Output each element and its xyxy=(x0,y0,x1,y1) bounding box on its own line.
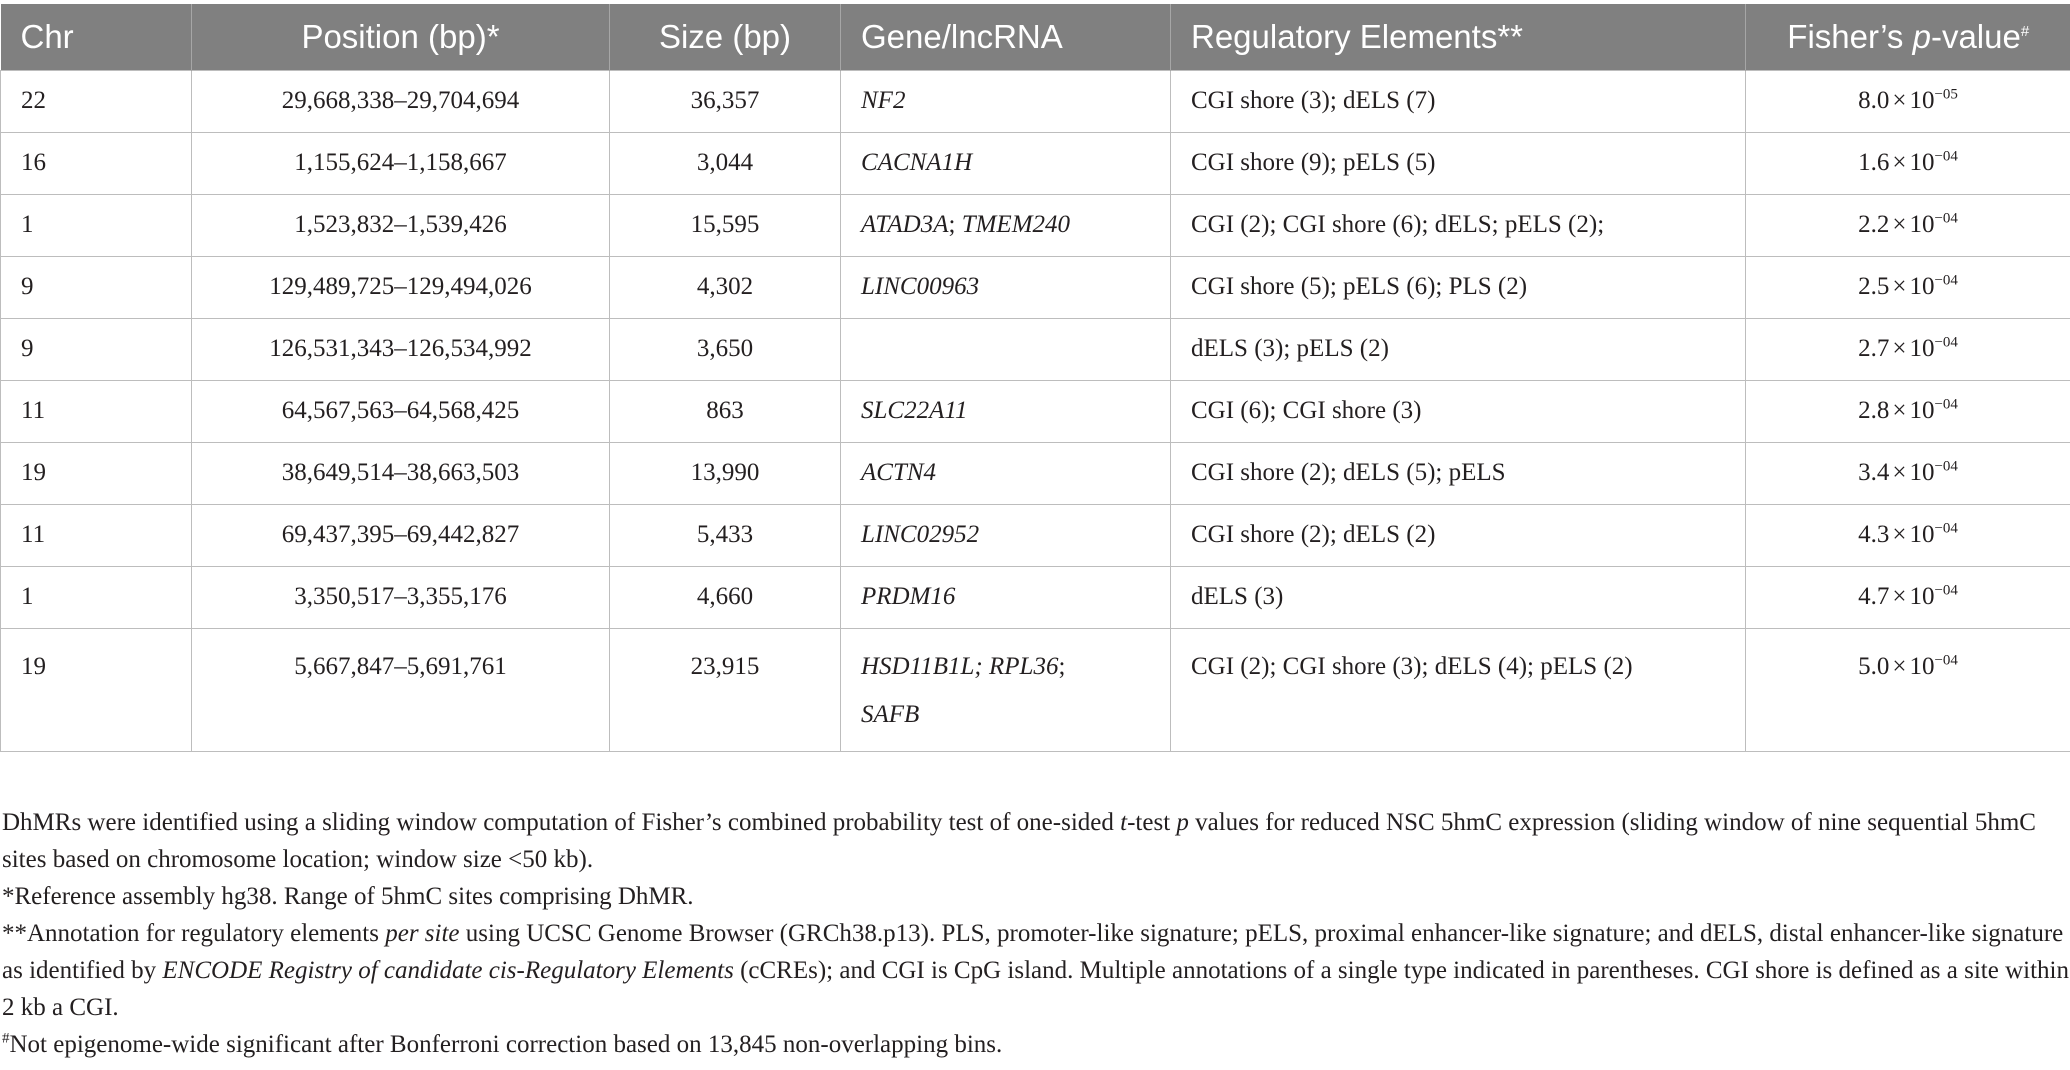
cell-position: 126,531,343–126,534,992 xyxy=(191,317,610,381)
table-row: 22 29,668,338–29,704,694 36,357 NF2 CGI shor… xyxy=(0,69,2070,133)
header-gene: Gene/lncRNA xyxy=(840,4,1171,70)
cell-size: 13,990 xyxy=(609,441,841,505)
cell-pvalue: 4.3 × 10−04 xyxy=(1745,503,2070,567)
footnote-double-star: **Annotation for regulatory elements per… xyxy=(2,920,2069,1021)
table-body: 22 29,668,338–29,704,694 36,357 NF2 CGI shor… xyxy=(0,69,2070,752)
cell-position: 38,649,514–38,663,503 xyxy=(191,441,610,505)
cell-chr: 1 xyxy=(0,193,192,257)
header-chr: Chr xyxy=(0,4,192,70)
header-position: Position (bp)* xyxy=(191,4,610,70)
dhmr-table: Chr Position (bp)* Size (bp) Gene/lncRNA… xyxy=(0,4,2070,752)
cell-size: 5,433 xyxy=(609,503,841,567)
cell-regulatory: CGI (2); CGI shore (3); dELS (4); pELS (… xyxy=(1170,627,1746,752)
cell-pvalue: 2.2 × 10−04 xyxy=(1745,193,2070,257)
cell-size: 4,302 xyxy=(609,255,841,319)
cell-size: 15,595 xyxy=(609,193,841,257)
cell-gene: CACNA1H xyxy=(840,131,1171,195)
table-header: Chr Position (bp)* Size (bp) Gene/lncRNA… xyxy=(0,4,2070,70)
cell-gene: PRDM16 xyxy=(840,565,1171,629)
cell-position: 1,155,624–1,158,667 xyxy=(191,131,610,195)
cell-gene: NF2 xyxy=(840,69,1171,133)
cell-chr: 11 xyxy=(0,379,192,443)
footnote-hash: #Not epigenome-wide significant after Bo… xyxy=(2,1030,1003,1058)
cell-chr: 9 xyxy=(0,255,192,319)
table-row: 11 69,437,395–69,442,827 5,433 LINC02952 CGI… xyxy=(0,503,2070,567)
cell-chr: 11 xyxy=(0,503,192,567)
cell-chr: 22 xyxy=(0,69,192,133)
cell-regulatory: CGI (2); CGI shore (6); dELS; pELS (2); xyxy=(1170,193,1746,257)
cell-position: 3,350,517–3,355,176 xyxy=(191,565,610,629)
cell-gene: LINC00963 xyxy=(840,255,1171,319)
cell-chr: 1 xyxy=(0,565,192,629)
cell-pvalue: 2.7 × 10−04 xyxy=(1745,317,2070,381)
cell-gene xyxy=(840,317,1171,381)
cell-gene: SLC22A11 xyxy=(840,379,1171,443)
cell-position: 64,567,563–64,568,425 xyxy=(191,379,610,443)
cell-pvalue: 4.7 × 10−04 xyxy=(1745,565,2070,629)
cell-size: 3,044 xyxy=(609,131,841,195)
cell-pvalue: 8.0 × 10−05 xyxy=(1745,69,2070,133)
cell-pvalue: 5.0 × 10−04 xyxy=(1745,627,2070,752)
table-row-last: 19 5,667,847–5,691,761 23,915 HSD11B1L; … xyxy=(0,627,2070,752)
cell-regulatory: CGI shore (2); dELS (5); pELS xyxy=(1170,441,1746,505)
cell-regulatory: CGI (6); CGI shore (3) xyxy=(1170,379,1746,443)
cell-chr: 19 xyxy=(0,627,192,752)
cell-regulatory: dELS (3) xyxy=(1170,565,1746,629)
table-row: 1 3,350,517–3,355,176 4,660 PRDM16 dELS (3) 4… xyxy=(0,565,2070,629)
cell-size: 36,357 xyxy=(609,69,841,133)
footnote-main: DhMRs were identified using a sliding wi… xyxy=(2,809,2036,873)
cell-position: 129,489,725–129,494,026 xyxy=(191,255,610,319)
footnote-star: *Reference assembly hg38. Range of 5hmC … xyxy=(2,883,694,910)
cell-gene: HSD11B1L; RPL36; SAFB xyxy=(840,627,1171,752)
cell-size: 23,915 xyxy=(609,627,841,752)
header-size: Size (bp) xyxy=(609,4,841,70)
cell-gene: LINC02952 xyxy=(840,503,1171,567)
cell-position: 29,668,338–29,704,694 xyxy=(191,69,610,133)
table-footnotes: DhMRs were identified using a sliding wi… xyxy=(0,804,2070,1063)
cell-position: 1,523,832–1,539,426 xyxy=(191,193,610,257)
cell-pvalue: 2.8 × 10−04 xyxy=(1745,379,2070,443)
cell-gene: ATAD3A; TMEM240 xyxy=(840,193,1171,257)
table-row: 9 129,489,725–129,494,026 4,302 LINC00963 CG… xyxy=(0,255,2070,319)
cell-size: 4,660 xyxy=(609,565,841,629)
table-row: 9 126,531,343–126,534,992 3,650 dELS (3); p… xyxy=(0,317,2070,381)
cell-regulatory: CGI shore (9); pELS (5) xyxy=(1170,131,1746,195)
cell-regulatory: CGI shore (2); dELS (2) xyxy=(1170,503,1746,567)
cell-regulatory: dELS (3); pELS (2) xyxy=(1170,317,1746,381)
cell-pvalue: 1.6 × 10−04 xyxy=(1745,131,2070,195)
table-row: 19 38,649,514–38,663,503 13,990 ACTN4 CGI sh… xyxy=(0,441,2070,505)
cell-chr: 19 xyxy=(0,441,192,505)
header-regulatory: Regulatory Elements** xyxy=(1170,4,1746,70)
cell-size: 3,650 xyxy=(609,317,841,381)
cell-pvalue: 2.5 × 10−04 xyxy=(1745,255,2070,319)
cell-position: 69,437,395–69,442,827 xyxy=(191,503,610,567)
cell-regulatory: CGI shore (5); pELS (6); PLS (2) xyxy=(1170,255,1746,319)
cell-position: 5,667,847–5,691,761 xyxy=(191,627,610,752)
cell-gene: ACTN4 xyxy=(840,441,1171,505)
cell-chr: 16 xyxy=(0,131,192,195)
cell-chr: 9 xyxy=(0,317,192,381)
header-pvalue: Fisher’s p-value# xyxy=(1787,17,2030,55)
table-row: 16 1,155,624–1,158,667 3,044 CACNA1H CGI sho… xyxy=(0,131,2070,195)
cell-pvalue: 3.4 × 10−04 xyxy=(1745,441,2070,505)
cell-size: 863 xyxy=(609,379,841,443)
table-row: 11 64,567,563–64,568,425 863 SLC22A11 CGI (6… xyxy=(0,379,2070,443)
cell-regulatory: CGI shore (3); dELS (7) xyxy=(1170,69,1746,133)
table-row: 1 1,523,832–1,539,426 15,595 ATAD3A; TMEM24… xyxy=(0,193,2070,257)
